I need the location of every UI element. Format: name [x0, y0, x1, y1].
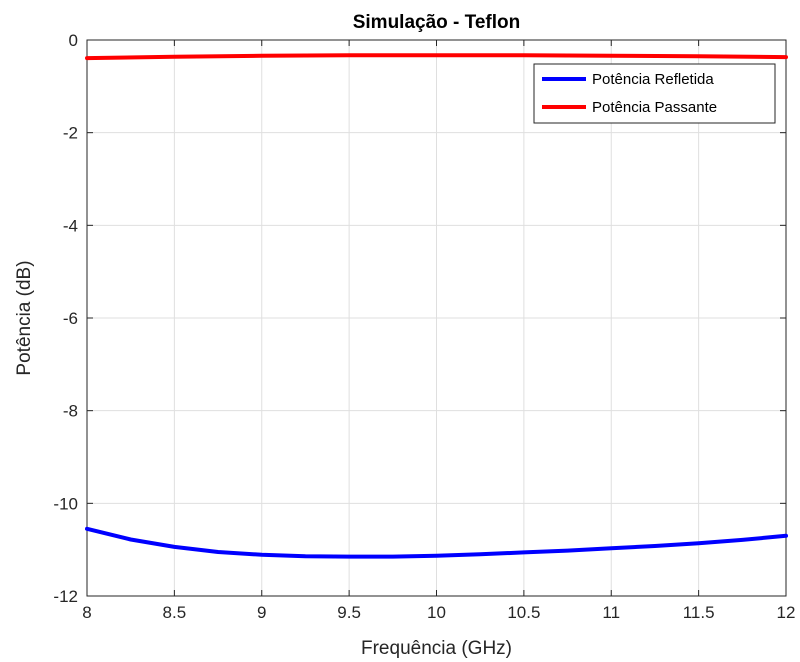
legend-label-passante: Potência Passante — [592, 99, 717, 116]
x-tick-label: 11.5 — [683, 603, 715, 622]
x-tick-label: 11 — [602, 603, 620, 622]
y-tick-label: -2 — [63, 124, 78, 143]
x-tick-label: 10 — [427, 603, 446, 622]
y-axis-label: Potência (dB) — [14, 260, 35, 375]
y-tick-label: -4 — [63, 216, 78, 235]
legend-box — [533, 63, 776, 124]
y-tick-label: -8 — [63, 402, 78, 421]
legend: Potência Refletida Potência Passante — [533, 63, 776, 124]
axis-ticks: 8 8.5 9 9.5 10 10.5 11 11.5 12 -12 -10 -8 -6 -4 -2 0 — [53, 31, 795, 622]
x-tick-label: 10.5 — [507, 603, 540, 622]
y-tick-label: -6 — [63, 309, 78, 328]
x-tick-label: 9.5 — [337, 603, 361, 622]
series-line-0 — [85, 526, 788, 559]
y-tick-label: -12 — [53, 587, 78, 606]
series-lines — [85, 53, 788, 559]
x-axis-label: Frequência (GHz) — [361, 638, 512, 659]
x-tick-label: 12 — [777, 603, 796, 622]
x-tick-label: 8 — [82, 603, 91, 622]
x-tick-label: 8.5 — [163, 603, 187, 622]
chart-title: Simulação - Teflon — [353, 12, 521, 33]
y-tick-label: 0 — [69, 31, 78, 50]
x-tick-label: 9 — [257, 603, 266, 622]
legend-label-refletida: Potência Refletida — [592, 71, 714, 88]
grid — [86, 39, 787, 597]
series-line-1 — [85, 53, 788, 61]
y-tick-label: -10 — [53, 494, 78, 513]
